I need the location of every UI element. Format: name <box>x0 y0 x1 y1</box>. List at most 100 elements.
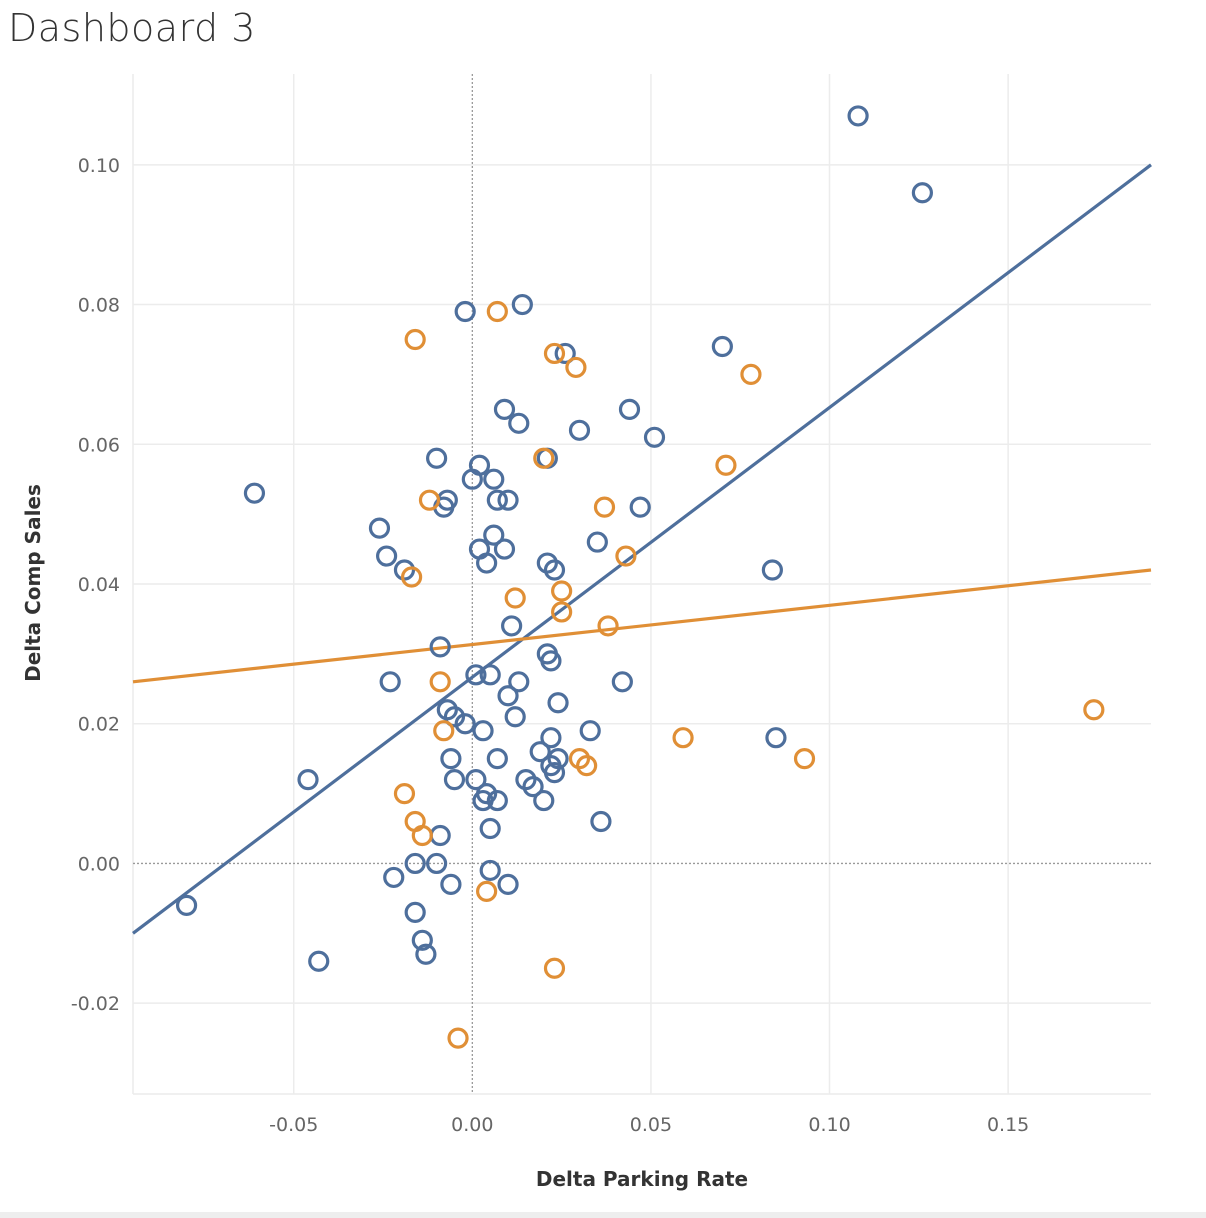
y-tick-label: 0.00 <box>78 853 120 875</box>
data-point <box>486 489 508 511</box>
data-point <box>454 300 476 323</box>
data-point <box>411 929 433 951</box>
y-tick-label: 0.04 <box>78 574 120 596</box>
y-tick-label: -0.02 <box>71 993 120 1015</box>
data-point <box>440 748 462 770</box>
data-point <box>615 545 637 567</box>
data-point <box>529 741 551 763</box>
data-point <box>479 859 501 882</box>
data-point <box>543 342 566 365</box>
data-point <box>568 419 591 441</box>
data-point <box>672 727 694 749</box>
data-point <box>543 957 566 979</box>
data-point <box>486 300 508 323</box>
data-point <box>765 727 787 749</box>
data-point <box>847 105 869 127</box>
data-point <box>483 468 505 490</box>
data-point <box>593 496 616 518</box>
data-point <box>740 363 762 386</box>
data-point <box>497 489 519 511</box>
data-point <box>543 762 566 784</box>
data-point <box>554 342 576 365</box>
data-point <box>551 601 573 623</box>
data-point <box>579 720 601 742</box>
data-point <box>547 692 569 714</box>
data-point <box>540 727 562 749</box>
data-point <box>243 482 266 504</box>
x-tick-label: 0.05 <box>630 1114 672 1136</box>
data-point <box>629 496 651 518</box>
data-point <box>383 866 405 889</box>
data-point <box>415 943 437 965</box>
data-point <box>565 356 587 379</box>
data-point <box>465 664 487 686</box>
x-tick-label: 0.15 <box>987 1114 1029 1136</box>
data-point <box>479 664 501 686</box>
data-point <box>576 755 598 777</box>
data-point <box>429 824 451 847</box>
data-point <box>504 706 526 728</box>
data-point <box>476 552 498 574</box>
data-point <box>411 824 433 847</box>
data-point <box>540 650 562 672</box>
data-point <box>297 769 319 791</box>
data-point <box>543 559 566 581</box>
data-point <box>479 817 501 840</box>
data-points <box>175 105 1105 1049</box>
data-point <box>440 873 462 896</box>
x-tick-label: -0.05 <box>269 1114 318 1136</box>
data-point <box>793 748 816 770</box>
data-point <box>379 671 401 693</box>
data-point <box>418 489 441 511</box>
data-point <box>468 454 491 476</box>
y-tick-label: 0.10 <box>78 155 120 177</box>
data-point <box>1083 699 1105 721</box>
data-point <box>404 901 426 923</box>
gridlines <box>132 74 1151 1095</box>
data-point <box>522 776 544 798</box>
trend-lines <box>132 163 1152 935</box>
data-point <box>443 769 466 791</box>
data-point <box>618 398 641 420</box>
data-point <box>497 873 519 896</box>
data-point <box>911 182 933 204</box>
data-point <box>476 782 498 805</box>
data-point <box>643 426 666 448</box>
data-point <box>465 769 487 791</box>
data-point <box>376 545 398 567</box>
y-axis-title: Delta Comp Sales <box>21 484 45 682</box>
data-point <box>711 335 733 358</box>
y-tick-label: 0.08 <box>78 295 120 317</box>
zero-lines <box>133 74 1151 1094</box>
data-point <box>429 636 451 658</box>
data-point <box>547 748 569 770</box>
data-point <box>393 782 416 805</box>
data-point <box>533 789 555 812</box>
trend-line <box>132 163 1152 935</box>
data-point <box>401 566 423 588</box>
x-axis-ticks: -0.05 0.00 0.05 0.10 0.15 <box>269 1114 1029 1136</box>
data-point <box>493 538 516 560</box>
data-point <box>508 671 530 693</box>
data-point <box>443 706 466 728</box>
data-point <box>501 615 523 637</box>
data-point <box>611 671 633 693</box>
data-point <box>508 412 530 434</box>
data-point <box>533 447 555 469</box>
data-point <box>486 748 508 770</box>
data-point <box>483 524 505 546</box>
y-axis-ticks: -0.02 0.00 0.02 0.04 0.06 0.08 0.10 <box>71 155 120 1015</box>
data-point <box>404 328 426 351</box>
data-point <box>551 580 573 602</box>
x-tick-label: 0.00 <box>451 1114 493 1136</box>
data-point <box>486 789 508 812</box>
data-point <box>715 454 737 476</box>
page-title: Dashboard 3 <box>8 6 256 50</box>
data-point <box>590 810 612 833</box>
data-point <box>493 398 516 420</box>
data-point <box>433 720 455 742</box>
trend-line <box>132 568 1152 684</box>
data-point <box>175 894 198 916</box>
bottom-divider <box>0 1212 1206 1218</box>
